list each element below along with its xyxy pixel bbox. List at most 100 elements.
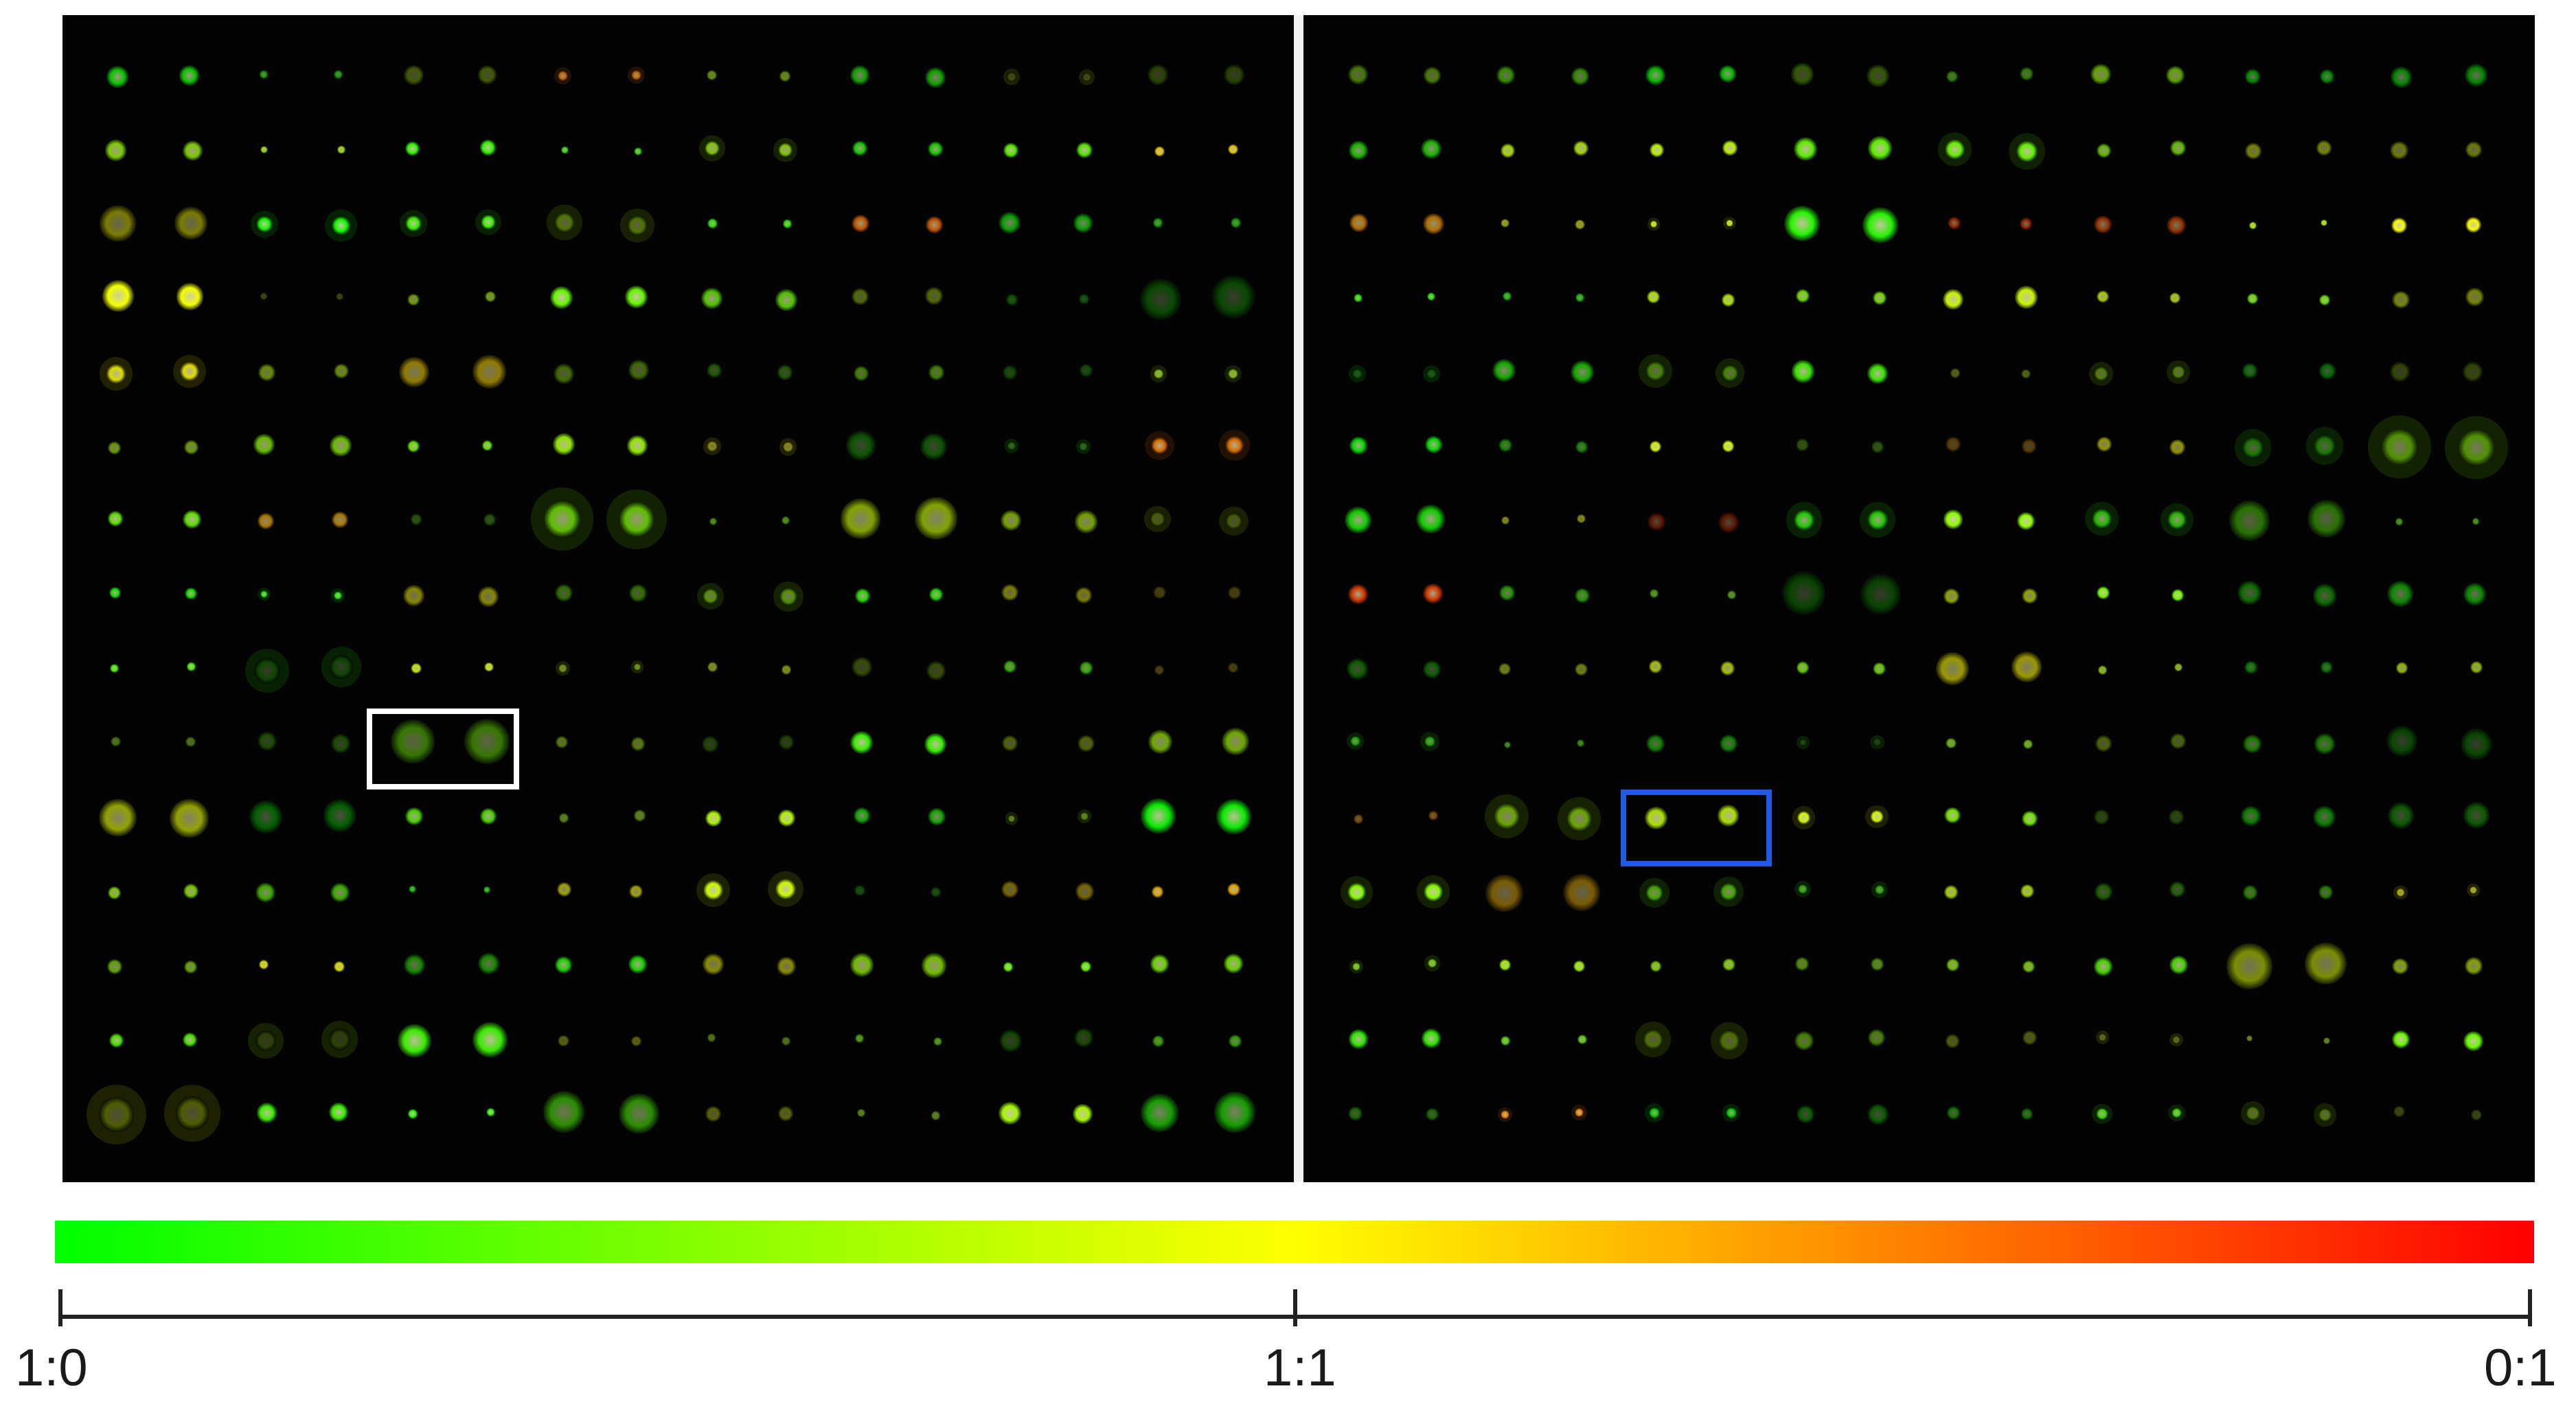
array-spot — [854, 588, 870, 604]
array-spot — [925, 67, 946, 88]
array-spot — [1426, 368, 1437, 380]
array-spot — [1427, 958, 1437, 968]
array-spot — [1154, 665, 1165, 676]
array-spot — [404, 954, 426, 976]
array-spot — [1945, 1034, 1960, 1048]
array-spot — [2247, 292, 2259, 304]
array-spot — [2021, 369, 2031, 379]
array-spot — [633, 809, 646, 822]
array-spot — [2094, 216, 2112, 233]
array-spot — [1575, 220, 1585, 230]
array-spot — [2470, 886, 2478, 895]
array-spot — [484, 290, 496, 302]
array-spot — [777, 1105, 793, 1121]
array-spot — [1577, 514, 1586, 524]
array-spot — [2016, 141, 2038, 162]
array-spot — [329, 655, 354, 679]
array-spot — [260, 590, 269, 599]
highlight-box-blue — [1621, 790, 1772, 866]
array-spot — [634, 147, 642, 155]
array-spot — [1501, 1109, 1509, 1119]
array-spot — [1872, 290, 1887, 305]
array-spot — [403, 585, 424, 606]
array-spot — [256, 216, 273, 233]
array-spot — [1080, 960, 1091, 972]
array-spot — [2096, 290, 2109, 303]
array-spot — [334, 363, 349, 379]
array-spot — [1423, 660, 1441, 678]
array-spot — [1140, 1094, 1179, 1132]
array-spot — [1647, 512, 1666, 531]
array-spot — [1082, 72, 1092, 82]
array-spot — [175, 1096, 209, 1130]
array-spot — [1485, 874, 1524, 912]
array-spot — [2022, 960, 2036, 974]
array-spot — [628, 955, 648, 974]
array-spot — [170, 799, 209, 838]
array-spot — [2392, 958, 2408, 975]
array-spot — [1722, 958, 1735, 971]
array-spot — [479, 139, 497, 156]
array-spot — [1648, 660, 1663, 674]
array-spot — [852, 288, 869, 306]
array-spot — [2395, 518, 2403, 526]
array-spot — [464, 718, 510, 765]
array-spot — [477, 65, 497, 84]
array-spot — [1075, 882, 1095, 901]
array-spot — [337, 146, 345, 154]
array-spot — [707, 441, 718, 452]
array-spot — [554, 211, 575, 233]
array-spot — [781, 1037, 790, 1046]
array-spot — [2465, 957, 2483, 975]
array-spot — [2318, 1108, 2332, 1122]
array-spot — [850, 953, 874, 978]
array-spot — [1577, 1034, 1587, 1044]
array-spot — [1577, 739, 1584, 747]
array-spot — [1645, 807, 1668, 830]
array-spot — [931, 886, 942, 897]
array-spot — [629, 584, 648, 603]
array-spot — [1227, 882, 1241, 897]
array-spot — [260, 146, 269, 154]
array-spot — [1575, 292, 1585, 303]
array-spot — [1796, 289, 1810, 303]
array-spot — [1079, 661, 1093, 675]
array-spot — [2388, 803, 2415, 829]
array-spot — [2096, 1107, 2108, 1120]
array-spot — [1946, 737, 1957, 748]
array-spot — [1227, 368, 1238, 379]
array-spot — [1645, 884, 1663, 901]
array-spot — [2242, 363, 2257, 379]
array-spot — [2020, 67, 2033, 81]
array-spot — [628, 359, 650, 381]
array-spot — [2237, 580, 2262, 606]
array-spot — [1867, 509, 1888, 531]
array-spot — [1643, 1028, 1664, 1050]
array-spot — [709, 518, 718, 526]
array-spot — [249, 800, 283, 834]
array-spot — [2169, 292, 2181, 304]
array-spot — [1421, 138, 1441, 159]
array-spot — [1720, 882, 1738, 901]
array-spot — [2021, 439, 2037, 454]
array-spot — [1348, 1106, 1363, 1121]
array-spot — [1007, 815, 1016, 823]
array-spot — [933, 1037, 942, 1046]
array-spot — [2022, 1030, 2037, 1045]
array-spot — [2471, 1109, 2483, 1121]
array-spot — [2319, 294, 2330, 306]
array-spot — [1503, 741, 1511, 748]
array-spot — [2093, 809, 2109, 825]
highlight-box-white — [367, 708, 519, 790]
array-spot — [107, 886, 121, 899]
array-spot — [1074, 510, 1097, 533]
array-spot — [1150, 511, 1165, 527]
array-spot — [1943, 288, 1964, 310]
array-spot — [2172, 1107, 2182, 1118]
array-spot — [778, 735, 794, 750]
array-spot — [1721, 293, 1735, 307]
array-spot — [1214, 1092, 1256, 1133]
array-spot — [2096, 143, 2111, 159]
ratio-scale-axis — [58, 1289, 2532, 1326]
array-spot — [2472, 518, 2480, 525]
